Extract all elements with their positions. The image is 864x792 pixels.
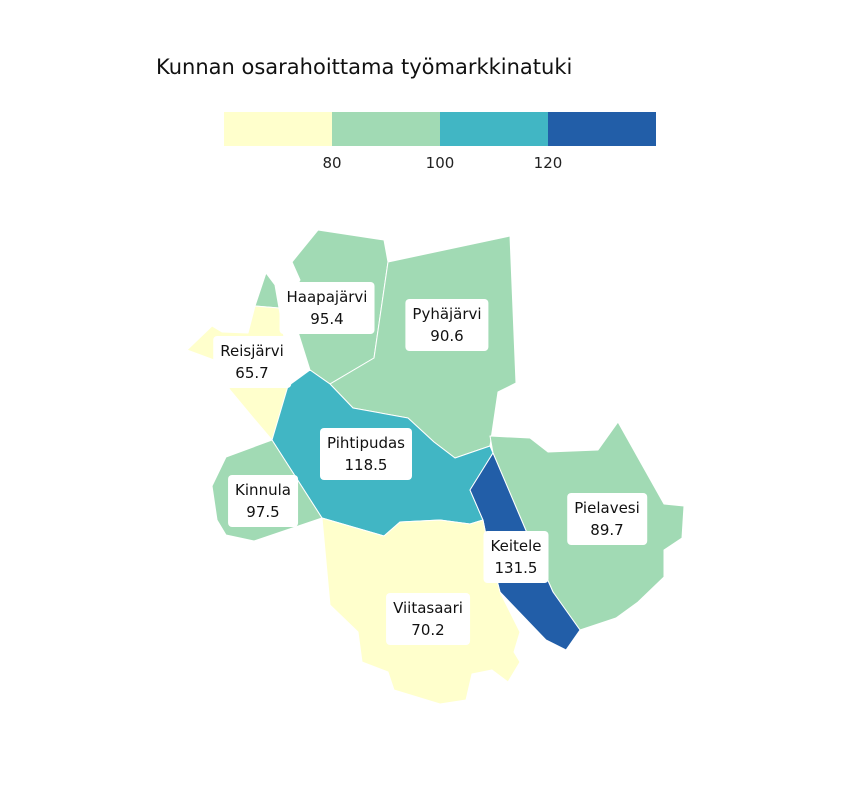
region-name: Pyhäjärvi: [412, 305, 482, 323]
region-name: Viitasaari: [393, 599, 463, 617]
region-value: 65.7: [235, 364, 269, 382]
map-title: Kunnan osarahoittama työmarkkinatuki: [156, 55, 573, 79]
label-pielavesi: Pielavesi 89.7: [567, 493, 647, 545]
region-value: 89.7: [590, 521, 624, 539]
label-haapajarvi: Haapajärvi 95.4: [279, 282, 375, 334]
region-value: 90.6: [430, 327, 464, 345]
region-haapajarvi-islet[interactable]: [254, 272, 280, 309]
label-viitasaari: Viitasaari 70.2: [386, 593, 470, 645]
label-pihtipudas: Pihtipudas 118.5: [320, 428, 412, 480]
legend-bin-1: [224, 112, 332, 146]
region-value: 97.5: [246, 503, 280, 521]
legend-tick-120: 120: [533, 154, 563, 172]
region-name: Reisjärvi: [220, 342, 284, 360]
region-value: 118.5: [344, 456, 388, 474]
label-kinnula: Kinnula 97.5: [228, 475, 298, 527]
legend-bin-4: [548, 112, 656, 146]
legend-tick-100: 100: [425, 154, 455, 172]
legend-bin-3: [440, 112, 548, 146]
region-name: Keitele: [490, 537, 542, 555]
region-value: 131.5: [494, 559, 538, 577]
label-pyhajarvi: Pyhäjärvi 90.6: [405, 299, 489, 351]
region-name: Pihtipudas: [327, 434, 405, 452]
region-value: 95.4: [310, 310, 344, 328]
legend-tick-80: 80: [322, 154, 342, 172]
region-value: 70.2: [411, 621, 445, 639]
region-name: Pielavesi: [574, 499, 640, 517]
region-name: Kinnula: [235, 481, 291, 499]
label-reisjarvi: Reisjärvi 65.7: [213, 336, 291, 388]
region-name: Haapajärvi: [286, 288, 368, 306]
color-legend: [224, 112, 656, 146]
label-keitele: Keitele 131.5: [483, 531, 549, 583]
legend-bin-2: [332, 112, 440, 146]
